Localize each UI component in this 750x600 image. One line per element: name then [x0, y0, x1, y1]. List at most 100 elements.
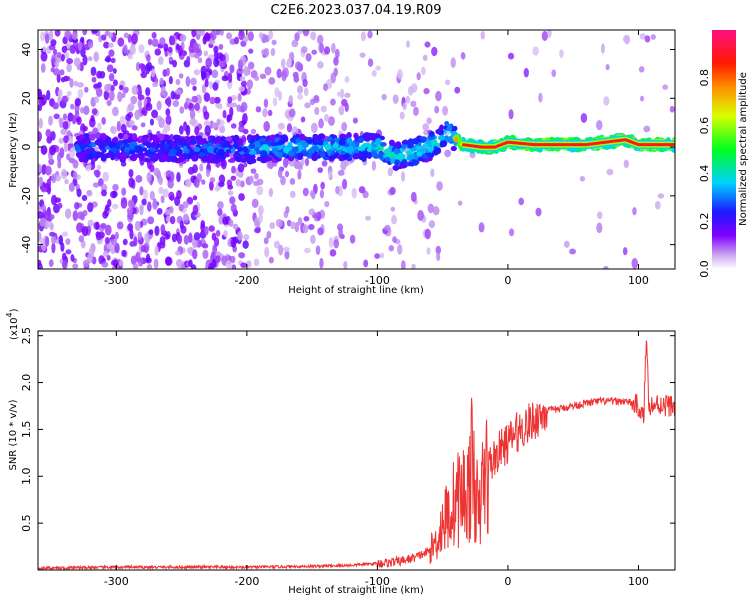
spectrogram-signal-cell	[193, 146, 201, 153]
spectrogram-noise-cell	[227, 96, 233, 104]
spectrogram-noise-cell	[397, 68, 404, 80]
spectrogram-signal-cell	[160, 148, 168, 155]
spectrogram-noise-cell	[405, 40, 410, 48]
spectrogram-noise-cell	[81, 225, 89, 237]
spectrogram-noise-cell	[64, 30, 72, 40]
spectrogram-noise-cell	[137, 88, 143, 97]
spectrogram-noise-cell	[76, 116, 82, 126]
spectrogram-noise-cell	[551, 69, 557, 78]
spectrogram-noise-cell	[302, 224, 309, 234]
spectrogram-noise-cell	[175, 250, 181, 256]
spectrogram-noise-cell	[49, 214, 55, 220]
spectrogram-noise-cell	[116, 120, 121, 132]
spectrogram-noise-cell	[204, 125, 211, 137]
spectrogram-signal-cell	[198, 152, 206, 158]
spectrogram-noise-cell	[156, 207, 163, 215]
spectrogram-noise-cell	[154, 245, 159, 256]
spectrogram-noise-cell	[231, 264, 237, 269]
spectrogram-noise-cell	[44, 33, 50, 44]
spectrogram-noise-cell	[57, 88, 63, 98]
spectrogram-signal-cell	[446, 137, 454, 143]
spectrogram-noise-cell	[146, 263, 153, 269]
spectrogram-noise-cell	[103, 89, 110, 101]
spectrogram-noise-cell	[291, 39, 299, 48]
spectrogram-noise-cell	[91, 76, 97, 83]
snr-y-scale-close: )	[9, 308, 20, 312]
spectrogram-noise-cell	[70, 254, 75, 262]
spectrogram-noise-cell	[94, 96, 100, 104]
spectrogram-noise-cell	[205, 169, 211, 178]
spectrogram-noise-cell	[209, 177, 216, 183]
spectrogram-noise-cell	[363, 259, 369, 268]
spectrogram-noise-cell	[165, 108, 171, 117]
spectrogram-noise-cell	[154, 225, 160, 237]
spectrogram-signal-cell	[182, 145, 188, 152]
spectrogram-noise-cell	[622, 247, 628, 256]
spectrogram-signal-cell	[101, 133, 107, 141]
spectrogram-noise-cell	[166, 96, 172, 108]
snr-x-tick-label: -300	[104, 575, 129, 588]
spectrogram-signal-cell	[452, 125, 458, 132]
spectrogram-signal-cell	[190, 150, 197, 157]
spectrogram-noise-cell	[106, 64, 114, 73]
spectrogram-noise-cell	[318, 118, 324, 129]
spectrogram-noise-cell	[100, 222, 107, 229]
spectrogram-noise-cell	[239, 180, 245, 188]
spectrogram-noise-cell	[311, 49, 318, 55]
spectrogram-noise-cell	[179, 34, 187, 42]
spectrogram-noise-cell	[135, 61, 141, 72]
spectrogram-signal-cell	[233, 142, 240, 147]
spectrogram-noise-cell	[181, 263, 186, 269]
spectrogram-noise-cell	[351, 187, 357, 199]
snr-y-tick-label: 0.5	[20, 514, 33, 532]
spectrogram-noise-cell	[226, 32, 233, 40]
spectrogram-noise-cell	[411, 263, 416, 269]
spectrogram-noise-cell	[194, 53, 200, 59]
spectrogram-noise-cell	[478, 222, 485, 233]
spectrogram-noise-cell	[179, 106, 185, 114]
spectrogram-noise-cell	[335, 48, 340, 59]
spectrogram-noise-cell	[302, 30, 310, 37]
spectrogram-noise-cell	[632, 207, 637, 216]
spectrogram-noise-cell	[69, 147, 76, 159]
spectrogram-noise-cell	[59, 69, 65, 76]
spectrogram-signal-cell	[412, 159, 419, 166]
spectrogram-signal-cell	[416, 151, 423, 157]
chart-title: C2E6.2023.037.04.19.R09	[270, 3, 441, 18]
spectrogram-noise-cell	[231, 165, 236, 174]
spectrogram-signal-cell	[282, 146, 290, 154]
spectrogram-noise-cell	[221, 75, 229, 82]
spectrogram-signal-cell	[143, 157, 151, 163]
spectrogram-noise-cell	[375, 65, 381, 71]
colorbar-tick-label: 0.6	[698, 117, 711, 135]
spectrogram-noise-cell	[328, 116, 335, 126]
spectrogram-noise-cell	[518, 197, 525, 206]
spectrogram-noise-cell	[238, 86, 246, 92]
spectrogram-noise-cell	[72, 263, 79, 269]
spectrogram-noise-cell	[399, 111, 405, 120]
spectrogram-noise-cell	[264, 34, 270, 43]
spectrogram-noise-cell	[49, 231, 56, 237]
spectrogram-noise-cell	[60, 53, 65, 62]
spectrogram-signal-cell	[390, 156, 395, 164]
spectrogram-noise-cell	[384, 224, 391, 231]
spectrogram-noise-cell	[145, 102, 153, 112]
spectrogram-noise-cell	[76, 188, 82, 198]
spectrogram-signal-cell	[457, 137, 463, 144]
spectrogram-noise-cell	[343, 261, 348, 269]
spectrogram-noise-cell	[231, 102, 237, 108]
spectrogram-noise-cell	[45, 211, 52, 222]
spectrogram-noise-cell	[131, 33, 138, 45]
spectrogram-noise-cell	[657, 193, 665, 199]
spectrogram-noise-cell	[371, 160, 376, 171]
spectrogram-noise-cell	[400, 171, 406, 182]
spectrogram-signal-cell	[278, 139, 286, 145]
spectrogram-signal-cell	[248, 143, 256, 150]
spectrogram-noise-cell	[216, 52, 224, 60]
spectrogram-signal-cell	[427, 152, 433, 158]
spectrogram-noise-cell	[153, 167, 161, 177]
spectrogram-noise-cell	[46, 90, 51, 101]
spectrogram-noise-cell	[194, 102, 200, 111]
spectrogram-noise-cell	[74, 201, 80, 210]
colorbar-gradient	[712, 30, 736, 269]
